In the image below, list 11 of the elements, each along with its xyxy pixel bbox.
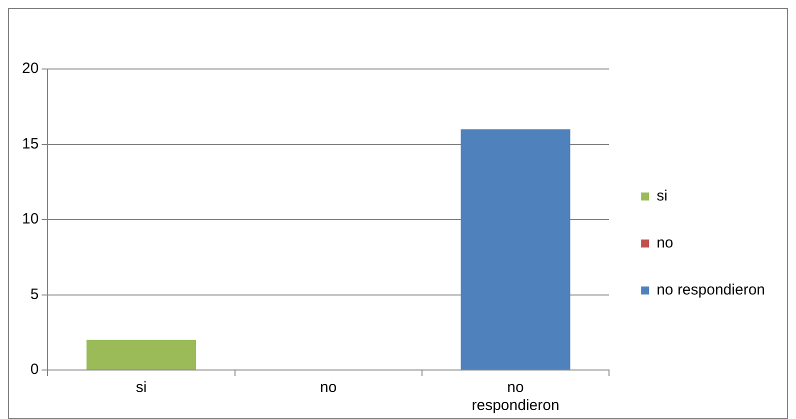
y-tick-label: 5 [30,286,39,303]
y-tick-label: 20 [22,60,39,78]
x-tick-label: no [320,379,337,396]
x-tick-label: si [136,379,147,396]
y-tick-label: 0 [30,361,39,378]
y-tick-label: 10 [22,210,39,228]
legend-label: si [656,188,668,205]
x-tick-label: no respondieron [472,379,560,414]
legend-label: no respondieron [656,282,766,299]
legend-label: no [656,234,674,252]
y-tick-label: 15 [22,135,39,152]
